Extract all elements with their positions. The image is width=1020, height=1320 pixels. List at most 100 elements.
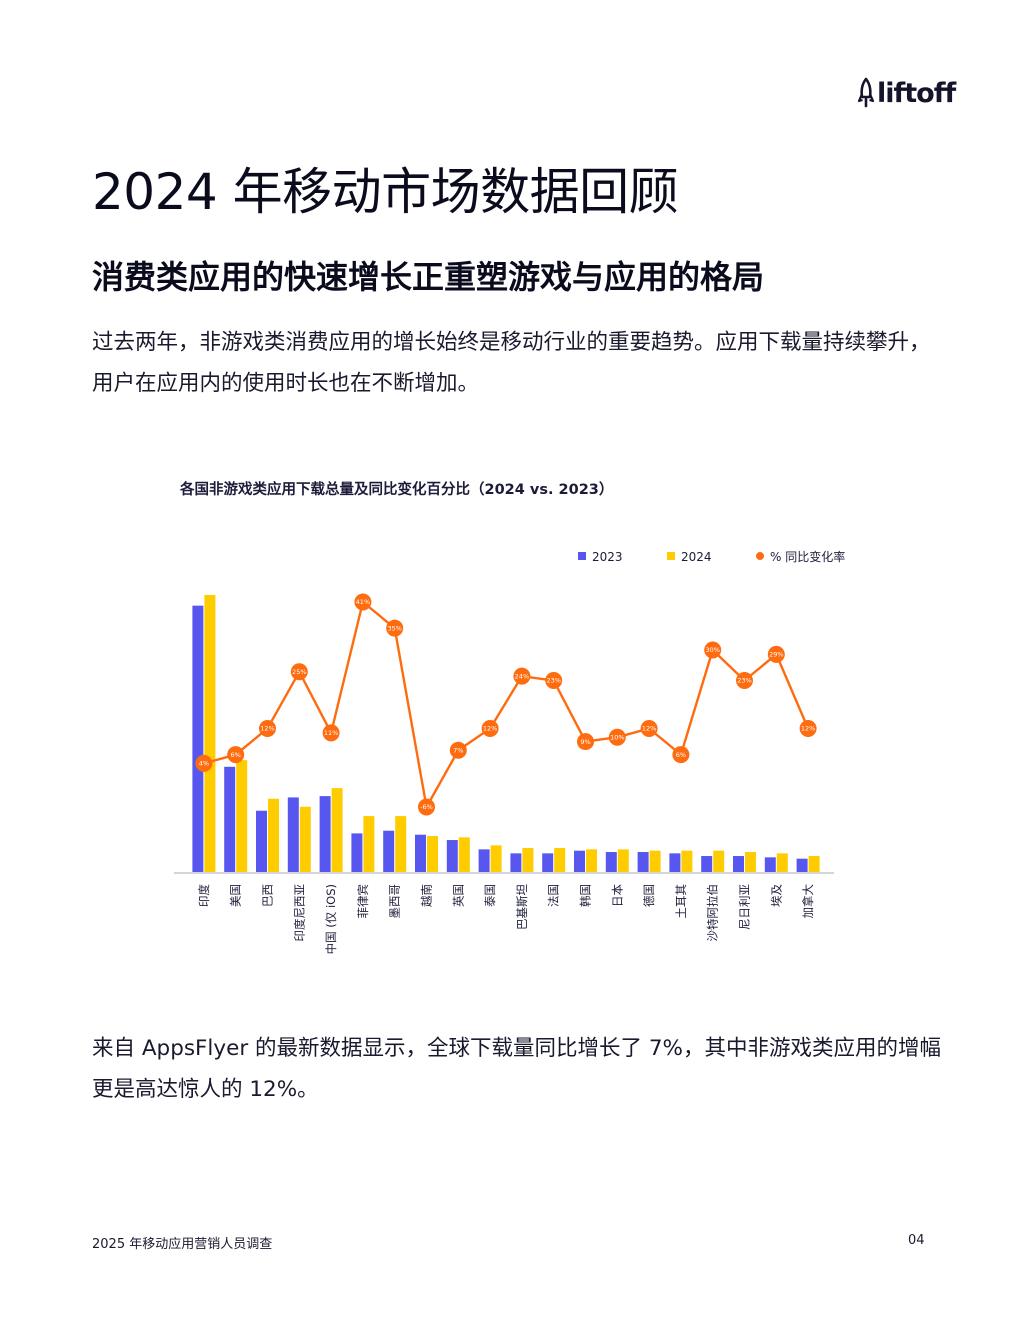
pct-data-label: 12%: [642, 725, 656, 733]
pct-point: [608, 728, 626, 746]
legend-label: % 同比变化率: [770, 549, 845, 564]
category-label: 墨西哥: [388, 884, 402, 919]
bar-2023: [319, 796, 331, 872]
pct-point: [799, 719, 817, 737]
liftoff-logo: liftoff: [856, 76, 956, 110]
bar-2023: [478, 849, 490, 872]
pct-data-label: 12%: [801, 725, 815, 733]
pct-data-label: 6%: [676, 751, 686, 759]
pct-point: [449, 741, 467, 759]
legend-label: 2023: [592, 550, 623, 564]
category-label: 埃及: [769, 884, 783, 907]
category-label: 泰国: [483, 884, 497, 907]
pct-point: [354, 593, 372, 611]
pct-data-label: 23%: [737, 677, 751, 685]
category-label: 沙特阿拉伯: [706, 884, 720, 942]
pct-point: [418, 798, 435, 816]
category-label: 日本: [610, 884, 624, 907]
intro-paragraph: 过去两年，非游戏类消费应用的增长始终是移动行业的重要趋势。应用下载量持续攀升，用…: [92, 330, 931, 396]
bar-2023: [415, 834, 426, 872]
page-title: 2024 年移动市场数据回顾: [92, 163, 679, 221]
category-label: 法国: [547, 884, 561, 907]
pct-data-label: 12%: [260, 725, 274, 733]
bar-2024: [649, 850, 661, 872]
category-label: 尼日利亚: [738, 884, 752, 930]
bar-2024: [490, 845, 502, 872]
bar-2023: [605, 852, 617, 872]
pct-data-label: -6%: [420, 803, 433, 811]
category-label: 加拿大: [801, 884, 815, 919]
category-label: 印度尼西亚: [292, 884, 306, 942]
pct-data-label: 4%: [199, 760, 209, 768]
category-label: 德国: [642, 884, 656, 907]
pct-point: [736, 672, 753, 690]
bar-2024: [554, 848, 566, 872]
pct-data-label: 11%: [324, 729, 338, 737]
bar-2024: [713, 850, 725, 872]
downloads-chart: 各国非游戏类应用下载总量及同比变化百分比（2024 vs. 2023） 2023 2…: [170, 470, 860, 970]
bar-2024: [458, 837, 470, 872]
pct-point: [545, 672, 563, 690]
pct-point: [513, 667, 531, 685]
bar-2024: [776, 853, 788, 872]
bar-2023: [256, 810, 267, 872]
bar-2023: [574, 850, 585, 872]
pct-point: [704, 641, 722, 659]
category-label: 韩国: [579, 884, 593, 907]
category-label: 英国: [451, 884, 465, 907]
pct-data-label: 23%: [546, 677, 560, 685]
pct-data-label: 25%: [292, 668, 306, 676]
pct-point: [386, 619, 404, 637]
chart-title: 各国非游戏类应用下载总量及同比变化百分比（2024 vs. 2023）: [179, 480, 613, 498]
bar-2024: [522, 848, 534, 872]
bar-2024: [745, 852, 756, 872]
category-label: 中国 (仅 iOS): [324, 884, 338, 954]
pct-data-label: 9%: [580, 738, 590, 746]
bar-2024: [299, 806, 311, 872]
category-label: 巴基斯坦: [515, 884, 529, 930]
pct-point: [672, 746, 690, 764]
bar-2024: [236, 760, 248, 872]
category-label: 越南: [420, 884, 434, 907]
bar-2024: [617, 849, 629, 872]
legend-swatch-pct: [756, 552, 764, 560]
bar-2023: [224, 766, 236, 872]
category-label: 美国: [229, 884, 243, 907]
pct-data-label: 30%: [705, 646, 719, 654]
pct-point: [227, 746, 245, 764]
pct-point: [259, 719, 276, 737]
pct-data-label: 6%: [231, 751, 241, 759]
bar-2024: [204, 595, 216, 872]
logo-wordmark: liftoff: [877, 77, 956, 109]
pct-data-label: 29%: [769, 651, 783, 659]
rocket-icon: [857, 77, 875, 108]
bar-2023: [192, 605, 204, 872]
bar-2023: [733, 856, 744, 872]
bar-2024: [586, 849, 597, 872]
bar-2023: [383, 830, 395, 872]
chart-svg: 各国非游戏类应用下载总量及同比变化百分比（2024 vs. 2023） 2023 2…: [174, 480, 845, 954]
category-label: 菲律宾: [356, 884, 370, 919]
category-label: 巴西: [261, 884, 275, 907]
category-label: 印度: [197, 884, 211, 907]
bar-2023: [446, 840, 458, 872]
pct-point: [577, 733, 594, 751]
pct-data-label: 7%: [453, 746, 463, 754]
pct-data-label: 12%: [483, 725, 497, 733]
pct-point: [195, 754, 213, 772]
category-label: 土耳其: [674, 884, 688, 919]
bar-2023: [542, 853, 554, 872]
pct-point: [290, 663, 308, 681]
bar-2023: [637, 852, 649, 872]
section-heading: 消费类应用的快速增长正重塑游戏与应用的格局: [92, 258, 765, 296]
bar-2023: [287, 797, 299, 872]
bar-2023: [701, 856, 713, 872]
closing-paragraph: 来自 AppsFlyer 的最新数据显示，全球下载量同比增长了 7%，其中非游戏…: [92, 1036, 941, 1102]
pct-change-line: [203, 600, 810, 809]
pct-data-label: 41%: [356, 598, 370, 606]
bar-2023: [669, 853, 681, 872]
bar-2024: [331, 788, 343, 872]
pct-data-label: 10%: [610, 733, 624, 741]
legend-swatch-2024: [667, 552, 675, 560]
pct-data-label: 35%: [387, 624, 401, 632]
